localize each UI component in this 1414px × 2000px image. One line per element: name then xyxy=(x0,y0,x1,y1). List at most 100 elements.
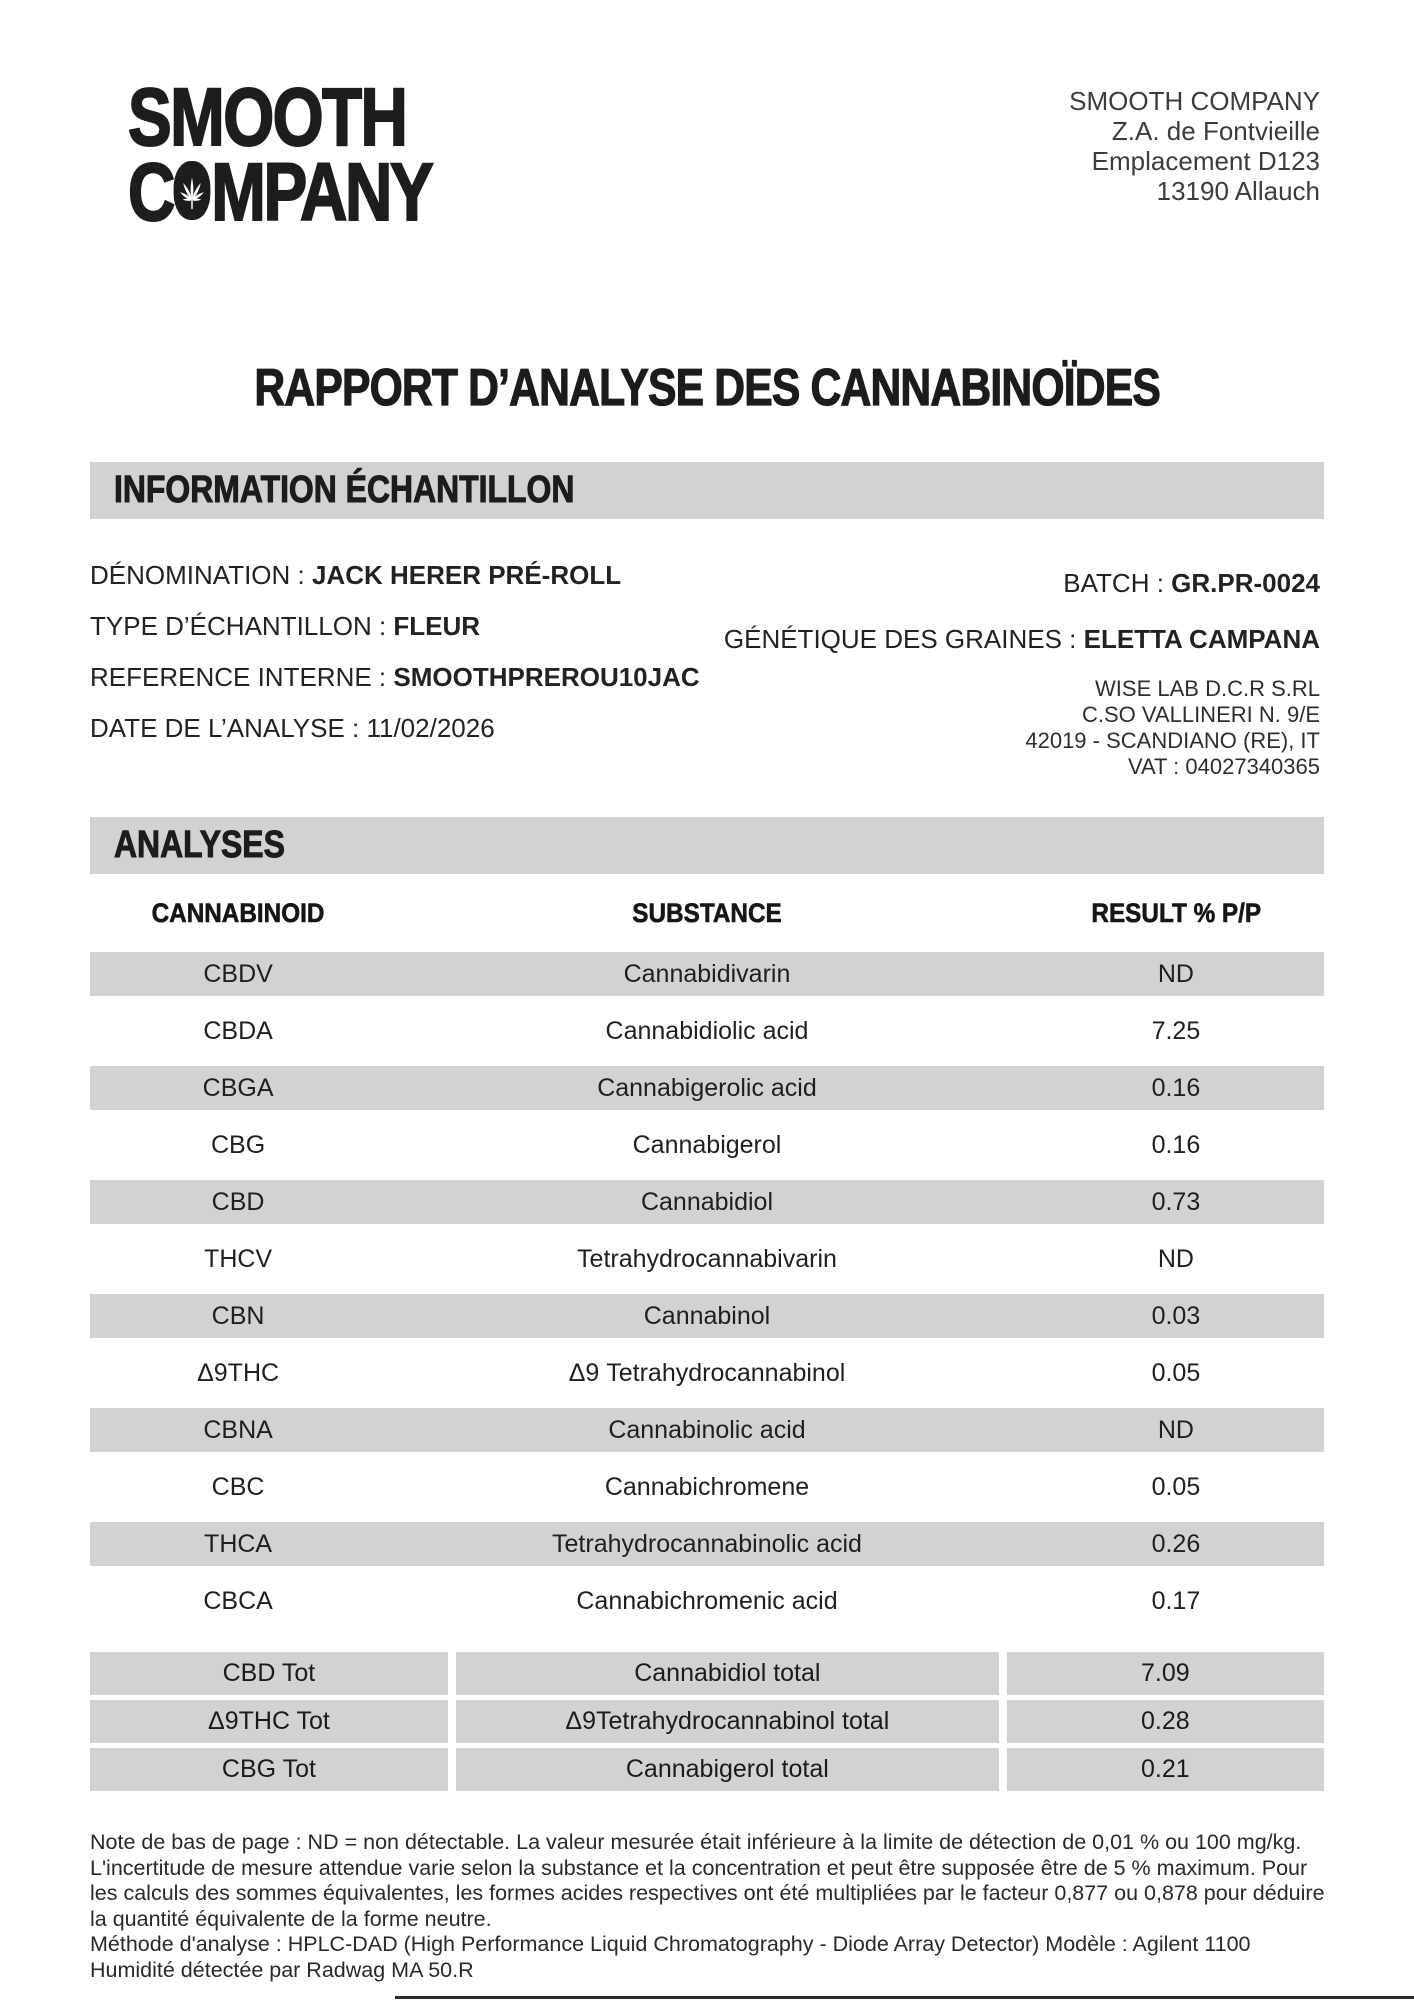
cell-cannabinoid: CBGA xyxy=(202,1073,274,1102)
cell-cannabinoid: CBG Tot xyxy=(90,1748,448,1791)
company-address: SMOOTH COMPANY Z.A. de Fontvieille Empla… xyxy=(1069,86,1320,206)
cell-cannabinoid: CBN xyxy=(211,1301,265,1330)
section-header-sample-info: INFORMATION ÉCHANTILLON xyxy=(90,462,1324,519)
cell-cannabinoid: CBCA xyxy=(203,1586,273,1615)
table-row: THCV Tetrahydrocannabivarin ND xyxy=(90,1237,1324,1281)
sample-field: REFERENCE INTERNE : SMOOTHPREROU10JAC xyxy=(90,662,700,713)
footnotes: Note de bas de page : ND = non détectabl… xyxy=(90,1830,1332,1984)
field-label: DATE DE L’ANALYSE : xyxy=(90,713,367,743)
analysis-table: CBDV Cannabidivarin ND CBDA Cannabidioli… xyxy=(90,952,1324,1636)
cell-cannabinoid: THCV xyxy=(204,1244,273,1273)
footnote-method: Méthode d'analyse : HPLC-DAD (High Perfo… xyxy=(90,1932,1251,1957)
company-logo: SMOOTH C MPANY xyxy=(127,76,434,239)
sample-field: TYPE D’ÉCHANTILLON : FLEUR xyxy=(90,611,700,662)
batch-value: GR.PR-0024 xyxy=(1171,568,1320,598)
cell-substance: Cannabigerol total xyxy=(455,1748,999,1791)
table-row: Δ9THC Δ9 Tetrahydrocannabinol 0.05 xyxy=(90,1351,1324,1395)
table-row: CBGA Cannabigerolic acid 0.16 xyxy=(90,1066,1324,1110)
cell-cannabinoid: CBG xyxy=(210,1130,266,1159)
totals-row: Δ9THC Tot Δ9Tetrahydrocannabinol total 0… xyxy=(90,1700,1324,1743)
table-row: CBD Cannabidiol 0.73 xyxy=(90,1180,1324,1224)
cell-substance: Cannabinolic acid xyxy=(608,1415,806,1444)
cell-substance: Cannabidivarin xyxy=(623,959,791,988)
lab-address-line: WISE LAB D.C.R S.RL xyxy=(1095,676,1320,701)
genetics-label: GÉNÉTIQUE DES GRAINES : xyxy=(723,624,1084,654)
table-row: CBCA Cannabichromenic acid 0.17 xyxy=(90,1579,1324,1623)
cannabis-leaf-icon xyxy=(173,160,211,221)
column-header-cannabinoid: CANNABINOID xyxy=(151,898,325,929)
table-row: CBNA Cannabinolic acid ND xyxy=(90,1408,1324,1452)
cell-cannabinoid: CBC xyxy=(211,1472,265,1501)
page-bottom-rule xyxy=(395,1996,1414,1999)
cell-result: 0.05 xyxy=(1151,1472,1201,1501)
lab-address-line: VAT : 04027340365 xyxy=(1127,754,1320,779)
cell-substance: Δ9 Tetrahydrocannabinol xyxy=(568,1358,846,1387)
cell-substance: Cannabinol xyxy=(643,1301,771,1330)
cell-result: ND xyxy=(1157,1244,1194,1273)
table-row: CBDV Cannabidivarin ND xyxy=(90,952,1324,996)
genetics-line: GÉNÉTIQUE DES GRAINES : ELETTA CAMPANA xyxy=(724,624,1320,655)
cell-result: 0.17 xyxy=(1151,1586,1201,1615)
column-header-result: RESULT % P/P xyxy=(1091,898,1261,929)
table-row: CBG Cannabigerol 0.16 xyxy=(90,1123,1324,1167)
company-address-line: Emplacement D123 xyxy=(1091,146,1320,176)
cell-result: ND xyxy=(1157,1415,1194,1444)
sample-field: DÉNOMINATION : JACK HERER PRÉ-ROLL xyxy=(90,560,700,611)
field-value: 11/02/2026 xyxy=(366,713,495,743)
cell-cannabinoid: CBDA xyxy=(203,1016,273,1045)
cell-cannabinoid: CBD xyxy=(211,1187,265,1216)
cell-substance: Δ9Tetrahydrocannabinol total xyxy=(455,1700,999,1743)
genetics-value: ELETTA CAMPANA xyxy=(1083,624,1320,654)
company-address-line: 13190 Allauch xyxy=(1156,176,1320,206)
table-row: CBC Cannabichromene 0.05 xyxy=(90,1465,1324,1509)
field-value: SMOOTHPREROU10JAC xyxy=(393,662,700,692)
company-address-line: Z.A. de Fontvieille xyxy=(1111,116,1320,146)
cell-result: 0.73 xyxy=(1151,1187,1201,1216)
logo-line2: C MPANY xyxy=(127,147,434,239)
cell-substance: Cannabigerol xyxy=(632,1130,782,1159)
sample-field: DATE DE L’ANALYSE : 11/02/2026 xyxy=(90,713,700,764)
column-header-substance: SUBSTANCE xyxy=(632,898,782,929)
cell-substance: Cannabichromenic acid xyxy=(576,1586,838,1615)
cell-result: 7.25 xyxy=(1151,1016,1201,1045)
cell-substance: Cannabichromene xyxy=(604,1472,810,1501)
field-value: FLEUR xyxy=(393,611,481,641)
cell-result: 0.28 xyxy=(1006,1700,1324,1743)
footnote-detection: Note de bas de page : ND = non détectabl… xyxy=(90,1830,1325,1931)
cell-substance: Tetrahydrocannabinolic acid xyxy=(552,1529,862,1558)
cell-cannabinoid: Δ9THC Tot xyxy=(90,1700,448,1743)
sample-fields: DÉNOMINATION : JACK HERER PRÉ-ROLL TYPE … xyxy=(90,560,700,764)
table-row: CBN Cannabinol 0.03 xyxy=(90,1294,1324,1338)
cell-cannabinoid: CBD Tot xyxy=(90,1652,448,1695)
totals-row: CBD Tot Cannabidiol total 7.09 xyxy=(90,1652,1324,1695)
cell-substance: Tetrahydrocannabivarin xyxy=(577,1244,837,1273)
cell-substance: Cannabidiolic acid xyxy=(605,1016,809,1045)
cell-result: ND xyxy=(1157,959,1194,988)
cell-result: 0.03 xyxy=(1151,1301,1201,1330)
cell-result: 0.21 xyxy=(1006,1748,1324,1791)
company-address-line: SMOOTH COMPANY xyxy=(1069,86,1320,116)
table-row: THCA Tetrahydrocannabinolic acid 0.26 xyxy=(90,1522,1324,1566)
cell-result: 0.05 xyxy=(1151,1358,1201,1387)
totals-row: CBG Tot Cannabigerol total 0.21 xyxy=(90,1748,1324,1791)
field-label: TYPE D’ÉCHANTILLON : xyxy=(90,611,394,641)
cell-cannabinoid: CBDV xyxy=(203,959,273,988)
lab-address-line: C.SO VALLINERI N. 9/E xyxy=(1081,702,1320,727)
cell-cannabinoid: THCA xyxy=(204,1529,273,1558)
cell-substance: Cannabidiol xyxy=(640,1187,774,1216)
field-label: DÉNOMINATION : xyxy=(90,560,312,590)
logo-line1: SMOOTH xyxy=(127,72,408,163)
lab-address: WISE LAB D.C.R S.RL C.SO VALLINERI N. 9/… xyxy=(1025,676,1320,780)
lab-address-line: 42019 - SCANDIANO (RE), IT xyxy=(1025,728,1320,753)
field-label: REFERENCE INTERNE : xyxy=(90,662,394,692)
batch-label: BATCH : xyxy=(1063,568,1172,598)
field-value: JACK HERER PRÉ-ROLL xyxy=(311,560,622,590)
cell-result: 0.26 xyxy=(1151,1529,1201,1558)
cell-result: 0.16 xyxy=(1151,1130,1201,1159)
footnote-humidity: Humidité détectée par Radwag MA 50.R xyxy=(90,1957,474,1982)
table-row: CBDA Cannabidiolic acid 7.25 xyxy=(90,1009,1324,1053)
page-title: RAPPORT D’ANALYSE DES CANNABINOÏDES xyxy=(254,358,1161,417)
cell-result: 7.09 xyxy=(1006,1652,1324,1695)
batch-line: BATCH : GR.PR-0024 xyxy=(1063,568,1320,599)
